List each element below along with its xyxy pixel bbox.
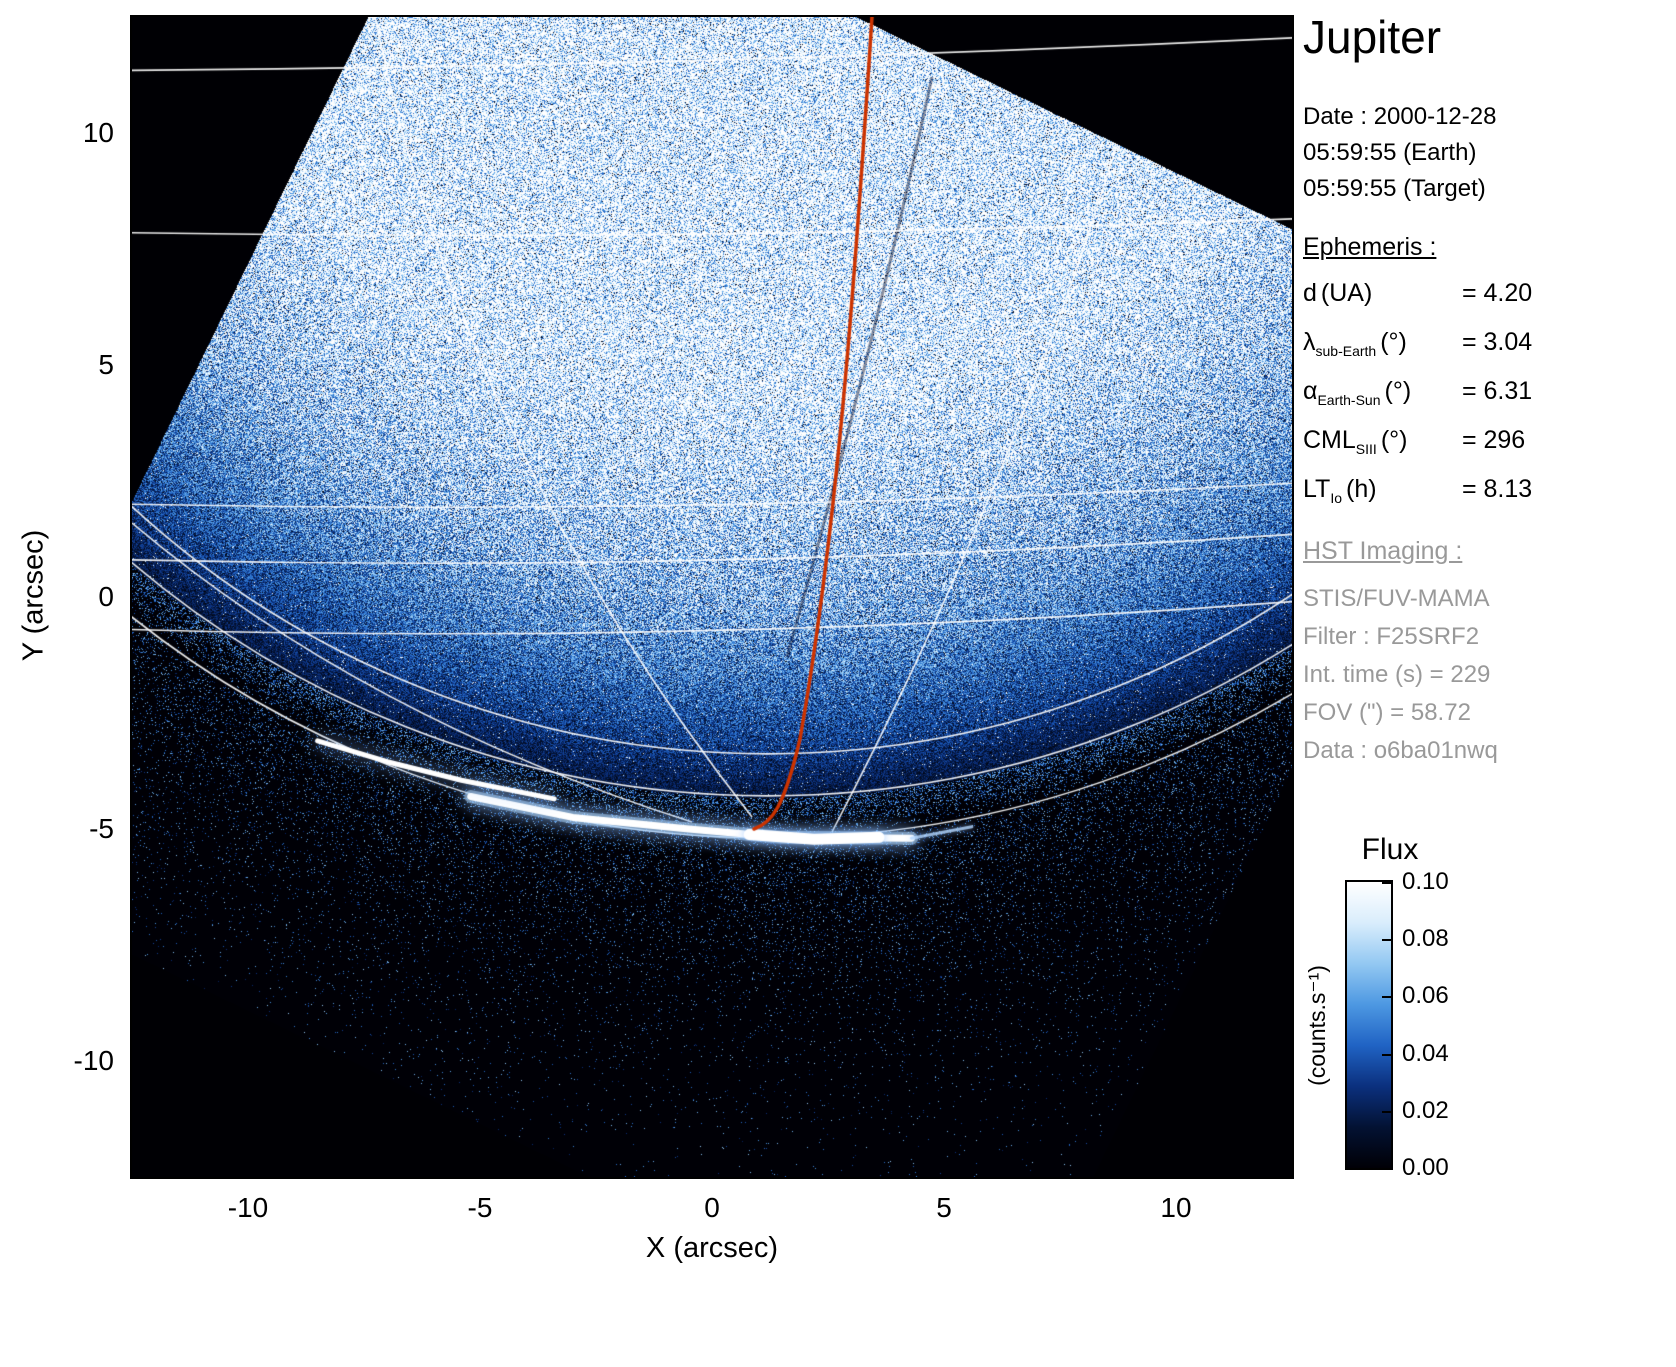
y-tick-label: 10 [18,117,114,149]
colorbar-tick-label: 0.00 [1402,1154,1449,1182]
colorbar-tick-mark [1382,1168,1391,1170]
ephemeris-row-alpha: αEarth-Sun (°) = 6.31 [1303,376,1673,415]
ephemeris-table: d (UA) = 4.20 λsub-Earth (°) = 3.04 αEarth… [1303,278,1673,513]
x-tick-label: -10 [228,1192,268,1224]
colorbar-tick-label: 0.08 [1402,925,1449,953]
y-tick-label: 0 [18,581,114,613]
colorbar-tick-mark [1382,882,1391,884]
fuv-image-canvas [132,17,1292,1177]
hst-instrument: STIS/FUV-MAMA [1303,580,1673,618]
y-tick-label: -5 [18,813,114,845]
observation-datetime: Date : 2000-12-28 05:59:55 (Earth) 05:59… [1303,99,1673,207]
colorbar-tick-mark [1382,996,1391,998]
ephemeris-row-lt: LTIo (h) = 8.13 [1303,474,1673,513]
ephemeris-heading: Ephemeris : [1303,233,1673,262]
colorbar-units-label: (counts.s⁻¹) [1298,880,1336,1170]
colorbar-title: Flux [1362,833,1419,867]
x-tick-label: 5 [936,1192,952,1224]
colorbar-tick-mark [1382,1054,1391,1056]
hst-int-time: Int. time (s) = 229 [1303,656,1673,694]
ephemeris-row-cml: CMLSIII (°) = 296 [1303,425,1673,464]
hst-data-id: Data : o6ba01nwq [1303,732,1673,770]
y-tick-label: 5 [18,349,114,381]
plot-area [130,15,1294,1179]
hst-imaging-heading: HST Imaging : [1303,537,1673,566]
info-panel: Jupiter Date : 2000-12-28 05:59:55 (Eart… [1303,12,1673,770]
y-tick-label: -10 [18,1045,114,1077]
figure-root: X (arcsec) Y (arcsec) Jupiter Date : 200… [0,0,1676,1367]
date-line: Date : 2000-12-28 [1303,99,1673,135]
colorbar-tick-label: 0.02 [1402,1097,1449,1125]
x-tick-label: 10 [1160,1192,1191,1224]
x-tick-label: -5 [468,1192,493,1224]
hst-imaging-block: STIS/FUV-MAMA Filter : F25SRF2 Int. time… [1303,580,1673,770]
colorbar [1345,880,1393,1170]
colorbar-tick-mark [1382,939,1391,941]
x-axis-label: X (arcsec) [646,1232,778,1265]
hst-fov: FOV (") = 58.72 [1303,694,1673,732]
colorbar-tick-label: 0.06 [1402,982,1449,1010]
time-earth-line: 05:59:55 (Earth) [1303,135,1673,171]
time-target-line: 05:59:55 (Target) [1303,171,1673,207]
colorbar-tick-label: 0.04 [1402,1040,1449,1068]
target-title: Jupiter [1303,12,1673,63]
x-tick-label: 0 [704,1192,720,1224]
hst-filter: Filter : F25SRF2 [1303,618,1673,656]
colorbar-tick-label: 0.10 [1402,868,1449,896]
ephemeris-row-lambda: λsub-Earth (°) = 3.04 [1303,327,1673,366]
colorbar-tick-mark [1382,1111,1391,1113]
ephemeris-row-d: d (UA) = 4.20 [1303,278,1673,317]
